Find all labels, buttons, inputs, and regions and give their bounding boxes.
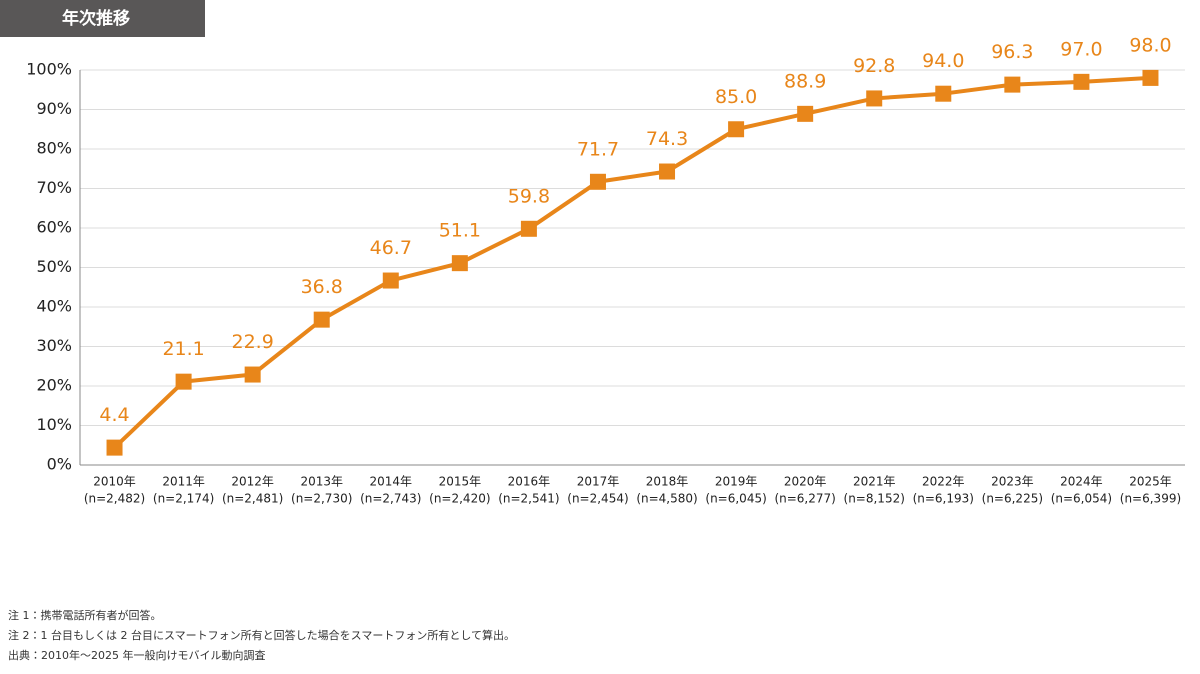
x-tick-sublabel: (n=2,454) — [567, 492, 628, 506]
x-tick-label: 2015年 — [439, 475, 482, 489]
x-tick-label: 2018年 — [646, 475, 689, 489]
x-tick-sublabel: (n=4,580) — [636, 492, 697, 506]
marker — [520, 220, 537, 237]
marker — [451, 255, 468, 272]
marker — [589, 173, 606, 190]
data-label: 94.0 — [922, 50, 964, 72]
data-label: 85.0 — [715, 86, 757, 108]
data-label: 88.9 — [784, 70, 826, 92]
y-tick-label: 100% — [26, 60, 72, 79]
marker — [866, 90, 883, 107]
note: 出典：2010年〜2025 年一般向けモバイル動向調査 — [8, 648, 265, 662]
marker — [797, 105, 814, 122]
x-tick-label: 2019年 — [715, 475, 758, 489]
x-tick-label: 2020年 — [784, 475, 827, 489]
marker — [1073, 73, 1090, 90]
marker — [313, 311, 330, 328]
x-tick-sublabel: (n=2,481) — [222, 492, 283, 506]
x-tick-label: 2010年 — [93, 475, 136, 489]
y-tick-label: 10% — [36, 415, 72, 434]
y-tick-label: 20% — [36, 376, 72, 395]
data-label: 46.7 — [370, 237, 412, 259]
y-tick-label: 60% — [36, 218, 72, 237]
y-tick-label: 90% — [36, 99, 72, 118]
x-tick-sublabel: (n=6,045) — [705, 492, 766, 506]
y-tick-label: 30% — [36, 336, 72, 355]
x-tick-sublabel: (n=8,152) — [844, 492, 905, 506]
marker — [1004, 76, 1021, 93]
data-label: 74.3 — [646, 128, 688, 150]
marker — [106, 439, 123, 456]
y-tick-label: 50% — [36, 257, 72, 276]
y-tick-label: 40% — [36, 297, 72, 316]
x-tick-label: 2021年 — [853, 475, 896, 489]
tag-label: 年次推移 — [62, 8, 130, 29]
x-tick-sublabel: (n=2,482) — [84, 492, 145, 506]
note: 注 1：携帯電話所有者が回答。 — [8, 608, 162, 622]
x-tick-sublabel: (n=6,054) — [1051, 492, 1112, 506]
x-tick-sublabel: (n=2,743) — [360, 492, 421, 506]
data-label: 98.0 — [1129, 34, 1171, 56]
x-tick-label: 2012年 — [231, 475, 274, 489]
x-tick-label: 2013年 — [300, 475, 343, 489]
x-tick-sublabel: (n=6,193) — [913, 492, 974, 506]
x-tick-sublabel: (n=2,174) — [153, 492, 214, 506]
data-label: 71.7 — [577, 138, 619, 160]
y-tick-label: 80% — [36, 139, 72, 158]
x-tick-label: 2023年 — [991, 475, 1034, 489]
data-label: 21.1 — [162, 338, 204, 360]
x-tick-sublabel: (n=2,420) — [429, 492, 490, 506]
marker — [935, 85, 952, 102]
data-label: 96.3 — [991, 41, 1033, 63]
marker — [728, 121, 745, 138]
marker — [1142, 69, 1159, 86]
x-tick-sublabel: (n=2,730) — [291, 492, 352, 506]
line — [113, 75, 1151, 450]
x-tick-label: 2014年 — [370, 475, 413, 489]
data-label: 97.0 — [1060, 38, 1102, 60]
marker — [659, 163, 676, 180]
data-label: 92.8 — [853, 55, 895, 77]
x-tick-label: 2025年 — [1129, 475, 1172, 489]
x-tick-label: 2016年 — [508, 475, 551, 489]
x-tick-label: 2017年 — [577, 475, 620, 489]
x-tick-sublabel: (n=6,277) — [774, 492, 835, 506]
marker — [175, 373, 192, 390]
x-tick-label: 2024年 — [1060, 475, 1103, 489]
x-tick-sublabel: (n=2,541) — [498, 492, 559, 506]
y-tick-label: 70% — [36, 178, 72, 197]
marker — [382, 272, 399, 289]
x-tick-label: 2022年 — [922, 475, 965, 489]
note: 注 2：1 台目もしくは 2 台目にスマートフォン所有と回答した場合をスマートフ… — [8, 628, 515, 642]
x-tick-sublabel: (n=6,399) — [1120, 492, 1181, 506]
data-label: 36.8 — [301, 276, 343, 298]
y-tick-label: 0% — [47, 455, 72, 474]
data-label: 59.8 — [508, 185, 550, 207]
data-label: 51.1 — [439, 220, 481, 242]
data-label: 4.4 — [99, 404, 129, 426]
x-tick-sublabel: (n=6,225) — [982, 492, 1043, 506]
marker — [244, 366, 261, 383]
x-tick-label: 2011年 — [162, 475, 205, 489]
tag-box — [0, 0, 205, 37]
data-label: 22.9 — [232, 331, 274, 353]
